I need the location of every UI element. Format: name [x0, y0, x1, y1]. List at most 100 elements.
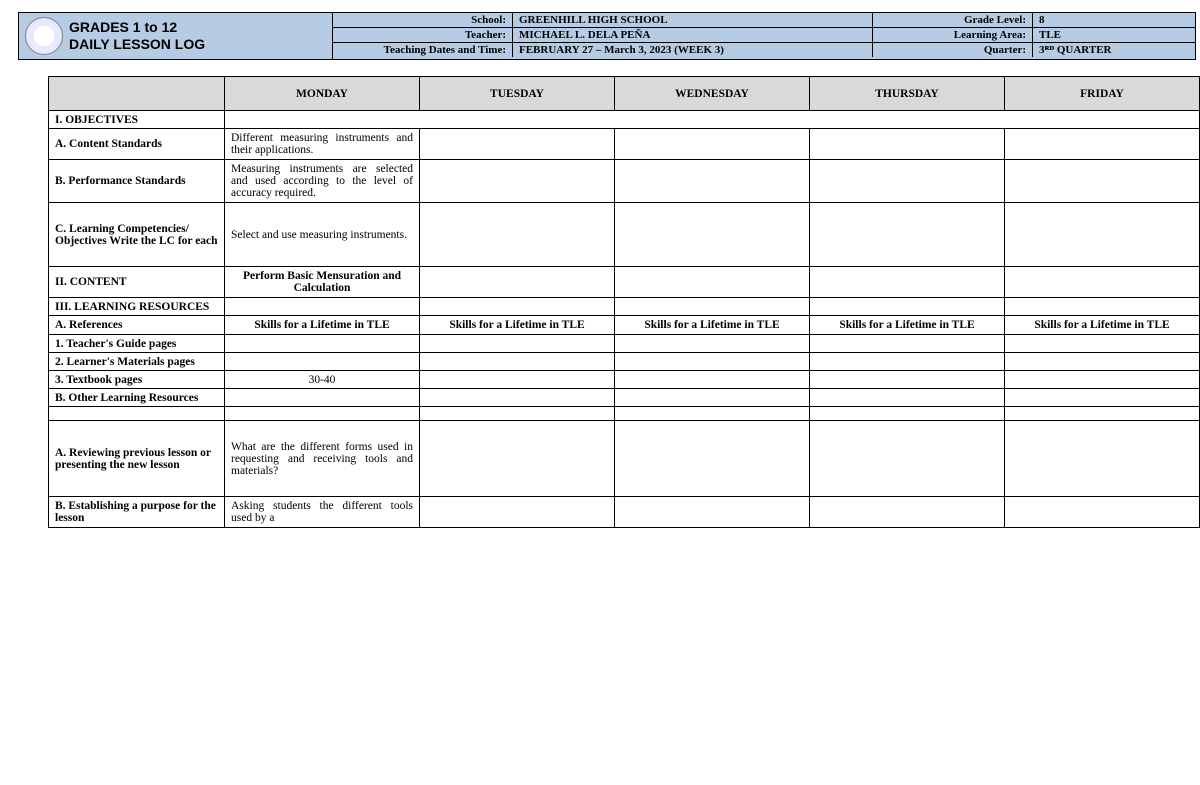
content-std-mon: Different measuring instruments and thei… [225, 129, 420, 160]
purpose-mon: Asking students the different tools used… [225, 497, 420, 528]
col-friday: FRIDAY [1005, 77, 1200, 111]
row-learning-competencies: C. Learning Competencies/ Objectives Wri… [49, 203, 1200, 267]
gap-tue [420, 407, 615, 421]
review-wed [615, 421, 810, 497]
other-thu [810, 389, 1005, 407]
tb-thu [810, 371, 1005, 389]
content-thu [810, 267, 1005, 298]
perf-std-wed [615, 160, 810, 203]
gap-wed [615, 407, 810, 421]
deped-seal-icon [25, 17, 63, 55]
lm-wed [615, 353, 810, 371]
label-quarter: Quarter: [873, 43, 1033, 57]
lc-wed [615, 203, 810, 267]
title-line-2: DAILY LESSON LOG [69, 36, 205, 53]
lm-fri [1005, 353, 1200, 371]
label-perf-std: B. Performance Standards [49, 160, 225, 203]
lesson-table: MONDAY TUESDAY WEDNESDAY THURSDAY FRIDAY… [48, 76, 1200, 528]
content-tue [420, 267, 615, 298]
other-wed [615, 389, 810, 407]
col-tuesday: TUESDAY [420, 77, 615, 111]
res-wed [615, 298, 810, 316]
label-teacher: Teacher: [333, 28, 513, 42]
content-wed [615, 267, 810, 298]
lm-thu [810, 353, 1005, 371]
res-thu [810, 298, 1005, 316]
label-purpose: B. Establishing a purpose for the lesson [49, 497, 225, 528]
purpose-fri [1005, 497, 1200, 528]
row-other-resources: B. Other Learning Resources [49, 389, 1200, 407]
review-fri [1005, 421, 1200, 497]
review-mon: What are the different forms used in req… [225, 421, 420, 497]
res-fri [1005, 298, 1200, 316]
label-learning-area: Learning Area: [873, 28, 1033, 42]
perf-std-tue [420, 160, 615, 203]
purpose-thu [810, 497, 1005, 528]
content-std-wed [615, 129, 810, 160]
gap-label [49, 407, 225, 421]
perf-std-thu [810, 160, 1005, 203]
perf-std-fri [1005, 160, 1200, 203]
row-reviewing: A. Reviewing previous lesson or presenti… [49, 421, 1200, 497]
row-gap [49, 407, 1200, 421]
header-row-teacher: Teacher: MICHAEL L. DELA PEÑA Learning A… [333, 28, 1195, 43]
header-left: GRADES 1 to 12 DAILY LESSON LOG [19, 13, 333, 59]
refs-tue: Skills for a Lifetime in TLE [420, 316, 615, 335]
label-other: B. Other Learning Resources [49, 389, 225, 407]
objectives-span [225, 111, 1200, 129]
refs-fri: Skills for a Lifetime in TLE [1005, 316, 1200, 335]
lm-tue [420, 353, 615, 371]
row-objectives: I. OBJECTIVES [49, 111, 1200, 129]
lc-mon: Select and use measuring instruments. [225, 203, 420, 267]
value-school: GREENHILL HIGH SCHOOL [513, 13, 873, 27]
value-learning-area: TLE [1033, 28, 1195, 42]
label-lc: C. Learning Competencies/ Objectives Wri… [49, 203, 225, 267]
other-mon [225, 389, 420, 407]
tb-tue [420, 371, 615, 389]
col-thursday: THURSDAY [810, 77, 1005, 111]
label-content-std: A. Content Standards [49, 129, 225, 160]
content-fri [1005, 267, 1200, 298]
gap-mon [225, 407, 420, 421]
header-row-school: School: GREENHILL HIGH SCHOOL Grade Leve… [333, 13, 1195, 28]
value-grade-level: 8 [1033, 13, 1195, 27]
tg-fri [1005, 335, 1200, 353]
row-learning-resources: III. LEARNING RESOURCES [49, 298, 1200, 316]
label-lm: 2. Learner's Materials pages [49, 353, 225, 371]
col-wednesday: WEDNESDAY [615, 77, 810, 111]
label-tb: 3. Textbook pages [49, 371, 225, 389]
review-tue [420, 421, 615, 497]
lc-fri [1005, 203, 1200, 267]
label-review: A. Reviewing previous lesson or presenti… [49, 421, 225, 497]
header-right: School: GREENHILL HIGH SCHOOL Grade Leve… [333, 13, 1195, 59]
refs-thu: Skills for a Lifetime in TLE [810, 316, 1005, 335]
col-monday: MONDAY [225, 77, 420, 111]
res-tue [420, 298, 615, 316]
lc-tue [420, 203, 615, 267]
label-dates: Teaching Dates and Time: [333, 43, 513, 57]
row-textbook: 3. Textbook pages 30-40 [49, 371, 1200, 389]
dll-header: GRADES 1 to 12 DAILY LESSON LOG School: … [18, 12, 1196, 60]
row-content-standards: A. Content Standards Different measuring… [49, 129, 1200, 160]
perf-std-mon: Measuring instruments are selected and u… [225, 160, 420, 203]
title-line-1: GRADES 1 to 12 [69, 19, 205, 36]
gap-thu [810, 407, 1005, 421]
gap-fri [1005, 407, 1200, 421]
purpose-wed [615, 497, 810, 528]
other-fri [1005, 389, 1200, 407]
row-content: II. CONTENT Perform Basic Mensuration an… [49, 267, 1200, 298]
tb-wed [615, 371, 810, 389]
row-purpose: B. Establishing a purpose for the lesson… [49, 497, 1200, 528]
row-performance-standards: B. Performance Standards Measuring instr… [49, 160, 1200, 203]
tg-tue [420, 335, 615, 353]
label-tg: 1. Teacher's Guide pages [49, 335, 225, 353]
label-school: School: [333, 13, 513, 27]
tb-fri [1005, 371, 1200, 389]
header-row-dates: Teaching Dates and Time: FEBRUARY 27 – M… [333, 43, 1195, 57]
label-objectives: I. OBJECTIVES [49, 111, 225, 129]
tg-thu [810, 335, 1005, 353]
value-dates: FEBRUARY 27 – March 3, 2023 (WEEK 3) [513, 43, 873, 57]
label-grade-level: Grade Level: [873, 13, 1033, 27]
refs-mon: Skills for a Lifetime in TLE [225, 316, 420, 335]
res-mon [225, 298, 420, 316]
